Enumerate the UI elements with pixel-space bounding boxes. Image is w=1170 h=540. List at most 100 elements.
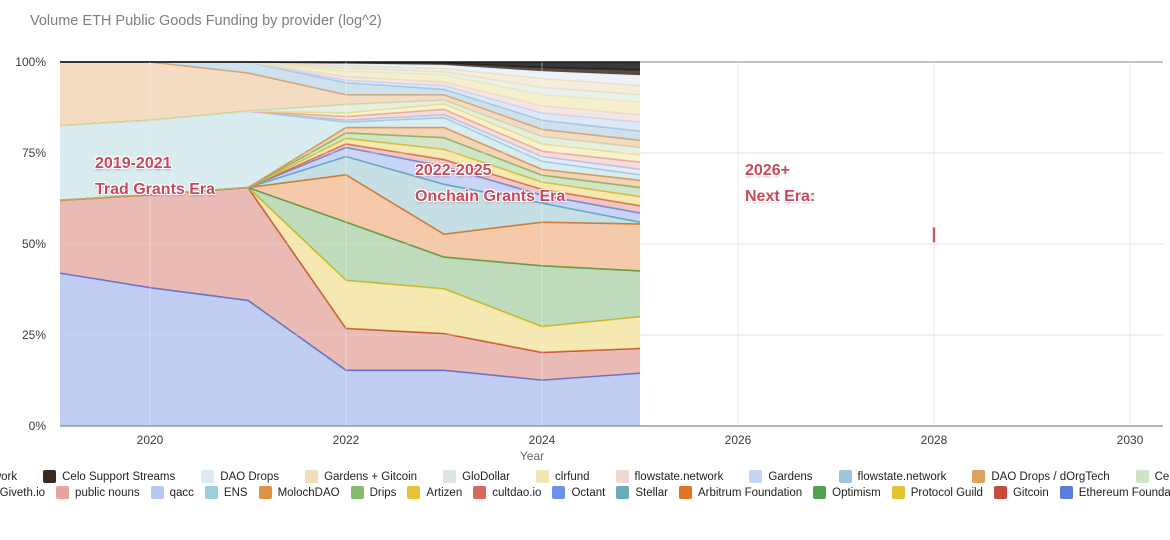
legend-swatch — [150, 486, 164, 499]
annotation-line: 2019-2021 — [95, 155, 172, 172]
area-protocol-guild — [60, 187, 640, 353]
legend-label: Octant — [571, 486, 606, 499]
legend-swatch — [993, 486, 1007, 499]
x-tick-label-2028: 2028 — [920, 433, 948, 447]
legend-item-celo-public-goods[interactable]: Celo Public Goods — [1135, 470, 1170, 483]
area-arbitrum-foundation — [60, 174, 640, 271]
area-dao-drops-dorgtech — [60, 62, 640, 148]
legend-item-public-nouns[interactable]: public nouns — [56, 486, 140, 499]
y-tick-label-50: 50% — [21, 237, 46, 251]
annotation-next-era: 2026+ Next Era: — [745, 158, 815, 210]
legend-label: Artizen — [426, 486, 463, 499]
legend-label: Gitcoin — [1012, 486, 1049, 499]
legend-label: DAO Drops — [220, 470, 280, 483]
annotation-line: 2022-2025 — [415, 162, 492, 179]
x-tick-label-2024: 2024 — [528, 433, 556, 447]
legend-swatch — [678, 486, 692, 499]
annotation-line: Trad Grants Era — [95, 181, 216, 198]
legend-swatch — [615, 470, 629, 483]
legend-item-stellar[interactable]: Stellar — [616, 486, 668, 499]
annotation-line: Onchain Grants Era — [415, 188, 566, 205]
area-flowstate-network — [60, 62, 640, 123]
legend-swatch — [201, 470, 215, 483]
legend-swatch — [838, 470, 852, 483]
x-tick-label-2022: 2022 — [332, 433, 360, 447]
legend-item-glodollar[interactable]: GloDollar — [443, 470, 510, 483]
legend-label: Giveth.io — [0, 486, 46, 499]
legend-item-cultdao-io[interactable]: cultdao.io — [473, 486, 541, 499]
legend-swatch — [616, 486, 630, 499]
legend-swatch — [891, 486, 905, 499]
legend-swatch — [56, 486, 70, 499]
x-axis-title: Year — [519, 449, 545, 463]
legend-swatch — [258, 486, 272, 499]
area-clrfund — [60, 62, 640, 115]
annotation-line: Next Era: — [745, 188, 816, 205]
legend-row-2: Giveth.io public nouns qacc ENS MolochDAO Dri… — [0, 486, 1170, 499]
legend-label: ENS — [223, 486, 248, 499]
area-flowstate-network — [60, 62, 640, 141]
legend-label: Bloom Network — [0, 470, 18, 483]
legend-label: Celo Public Goods — [1154, 470, 1170, 483]
legend-label: MolochDAO — [277, 486, 340, 499]
legend-item-celo-support-streams[interactable]: Celo Support Streams — [43, 470, 175, 483]
legend-swatch — [443, 470, 457, 483]
area-ens — [60, 111, 640, 201]
legend-item-optimism[interactable]: Optimism — [813, 486, 881, 499]
legend-row-1: Bloom Network Celo Support Streams DAO Dro… — [0, 470, 1170, 483]
area-dao-drops — [60, 62, 640, 86]
legend-swatch — [536, 470, 550, 483]
legend: Bloom Network Celo Support Streams DAO Dro… — [0, 470, 1170, 499]
y-tick-label-0: 0% — [28, 419, 46, 433]
legend-item-molochdao[interactable]: MolochDAO — [258, 486, 340, 499]
legend-label: Protocol Guild — [910, 486, 983, 499]
legend-item-octant[interactable]: Octant — [552, 486, 605, 499]
x-tick-label-2020: 2020 — [136, 433, 164, 447]
legend-swatch — [972, 470, 986, 483]
legend-item-qacc[interactable]: qacc — [150, 486, 194, 499]
legend-item-dao-drops-dorgtech[interactable]: DAO Drops / dOrgTech — [972, 470, 1110, 483]
red-dash-marker — [932, 227, 936, 243]
legend-swatch — [407, 486, 421, 499]
legend-label: DAO Drops / dOrgTech — [991, 470, 1110, 483]
legend-item-gardens-gitcoin[interactable]: Gardens + Gitcoin — [305, 470, 417, 483]
area-gardens-gitcoin — [60, 62, 640, 95]
area-giveth-io — [60, 103, 640, 163]
area-border-celo-public-goods — [59, 99, 641, 149]
plot-area[interactable] — [0, 0, 1170, 465]
area-celo-public-goods — [60, 100, 640, 155]
legend-item-flowstate-network[interactable]: flowstate.network — [838, 470, 946, 483]
legend-item-ethereum-foundation[interactable]: Ethereum Foundation — [1059, 486, 1170, 499]
legend-item-drips[interactable]: Drips — [350, 486, 397, 499]
legend-item-bloom-network[interactable]: Bloom Network — [0, 470, 17, 483]
legend-swatch — [1135, 470, 1149, 483]
legend-swatch — [813, 486, 827, 499]
legend-label: Stellar — [635, 486, 668, 499]
legend-item-gitcoin[interactable]: Gitcoin — [993, 486, 1049, 499]
legend-item-giveth-io[interactable]: Giveth.io — [0, 486, 45, 499]
legend-swatch — [473, 486, 487, 499]
area-border-ethereum-foundation — [59, 272, 641, 381]
legend-label: Gardens + Gitcoin — [324, 470, 418, 483]
legend-item-ens[interactable]: ENS — [204, 486, 248, 499]
y-tick-label-100: 100% — [15, 55, 46, 69]
legend-label: Drips — [369, 486, 397, 499]
legend-label: public nouns — [75, 486, 140, 499]
area-stellar — [60, 156, 640, 235]
legend-item-flowstate-network[interactable]: flowstate.network — [615, 470, 723, 483]
legend-swatch — [305, 470, 319, 483]
legend-item-artizen[interactable]: Artizen — [407, 486, 462, 499]
legend-item-clrfund[interactable]: clrfund — [536, 470, 590, 483]
legend-item-protocol-guild[interactable]: Protocol Guild — [891, 486, 983, 499]
legend-label: Arbitrum Foundation — [697, 486, 803, 499]
legend-swatch — [204, 486, 218, 499]
legend-item-gardens[interactable]: Gardens — [749, 470, 813, 483]
legend-item-arbitrum-foundation[interactable]: Arbitrum Foundation — [678, 486, 803, 499]
legend-item-dao-drops[interactable]: DAO Drops — [201, 470, 279, 483]
stacked-area-chart[interactable] — [0, 0, 1170, 465]
annotation-line: 2026+ — [745, 162, 790, 179]
legend-swatch — [43, 470, 57, 483]
area-gardens — [60, 62, 640, 132]
legend-label: Ethereum Foundation — [1078, 486, 1170, 499]
area-border-molochdao — [59, 126, 641, 202]
